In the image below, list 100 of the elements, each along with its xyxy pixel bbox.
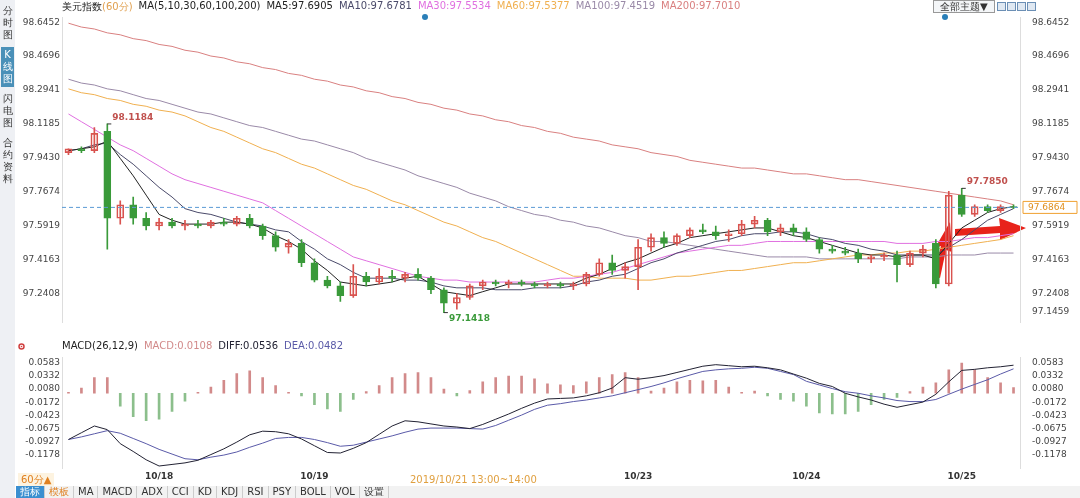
bar [986, 377, 989, 394]
y-tick-label: 97.5919 [22, 219, 61, 230]
y-tick-label: 98.6452 [22, 16, 60, 27]
bar [572, 385, 575, 394]
text: MA5:97.6905 [266, 0, 333, 13]
text: MACD:0.0108 [143, 340, 213, 351]
chart-title: MACD(26,12,9) [62, 340, 138, 351]
bar [779, 392, 782, 400]
bar [326, 392, 329, 410]
y-tick-label: 97.4163 [22, 253, 60, 264]
bar [364, 391, 368, 394]
y-tick-label: -0.1178 [25, 448, 61, 459]
text: K线图 [1, 47, 14, 87]
bar [766, 392, 769, 397]
y2-tick-label: 98.6452 [1032, 16, 1070, 27]
bar [973, 369, 977, 394]
bar [274, 385, 277, 394]
bar [610, 374, 614, 394]
text: 闪电图 [1, 92, 14, 130]
annotation: 97.1418 [448, 313, 490, 324]
y-tick-label: 98.2941 [22, 84, 60, 95]
x-tick-label: 10/24 [792, 471, 821, 482]
bar [584, 381, 588, 394]
bar [1012, 387, 1015, 394]
legend-title: MA(5,10,30,60,100,200) [138, 0, 261, 13]
x-tick-label: 10/19 [300, 471, 329, 482]
y2-tick-label: -0.0423 [1032, 409, 1067, 420]
text: KDJ [217, 486, 244, 498]
bar [222, 379, 226, 394]
bar [843, 392, 847, 415]
bar [235, 373, 239, 394]
bar [377, 385, 381, 394]
text: MA200:97.7010 [661, 0, 741, 13]
text: MA [74, 486, 99, 498]
bar [546, 383, 549, 394]
y-tick-label: 98.1185 [22, 118, 60, 129]
bar [727, 386, 731, 394]
bar [908, 391, 912, 394]
y-tick-label: 97.2408 [22, 287, 61, 298]
text: DEA:0.0482 [284, 340, 344, 351]
chart-subtitle: (60分) [102, 1, 133, 12]
y-tick-label: -0.0423 [25, 409, 60, 420]
annotation: 98.1184 [112, 111, 154, 122]
text: MA10:97.6781 [338, 0, 412, 13]
text: CCI [167, 486, 194, 498]
bar [248, 370, 252, 394]
y-tick-label: -0.0172 [25, 396, 60, 407]
text: 模板 [45, 486, 74, 498]
candlestick [388, 270, 396, 283]
y2-tick-label: 0.0332 [1032, 370, 1064, 381]
bar [313, 392, 316, 406]
bar [261, 377, 264, 394]
text: MA100:97.4519 [575, 0, 656, 13]
y2-tick-label: 98.4696 [1032, 50, 1070, 61]
y2-tick-label: -0.0927 [1032, 435, 1067, 446]
y2-tick-label: 97.5919 [1032, 219, 1070, 230]
bar [80, 387, 83, 394]
x-tick-label: 10/18 [144, 471, 174, 482]
text: 设置 [359, 486, 389, 498]
ref-line-label: 97.6864 [1028, 201, 1066, 212]
y-tick-label: 0.0583 [28, 357, 60, 368]
bar [339, 392, 342, 412]
y2-tick-label: 0.0583 [1032, 357, 1064, 368]
text: ADX [137, 486, 168, 498]
y2-tick-label: -0.0675 [1032, 422, 1067, 433]
y2-tick-label: 98.2941 [1032, 84, 1070, 95]
bar [818, 392, 821, 414]
x-tick-label: 10/25 [947, 471, 976, 482]
text: MA60:97.5377 [496, 0, 570, 13]
y-tick-label: 98.4696 [22, 50, 61, 61]
bar [93, 377, 96, 394]
bar [507, 375, 510, 394]
text: 60分▲ [18, 473, 55, 487]
bar [300, 392, 303, 397]
y-tick-label: -0.0675 [25, 422, 60, 433]
y2-tick-label: 97.9430 [1032, 152, 1070, 163]
y2-tick-label: 97.4163 [1032, 253, 1070, 264]
y2-tick-label: 97.1459 [1032, 306, 1070, 317]
bar [701, 380, 705, 394]
bar [468, 390, 472, 394]
text: DIFF:0.0536 [218, 340, 279, 351]
bar [105, 377, 109, 394]
text: BOLL [296, 486, 331, 498]
y2-tick-label: 0.0080 [1032, 383, 1064, 394]
y2-tick-label: -0.0172 [1032, 396, 1067, 407]
y-tick-label: -0.0927 [25, 435, 60, 446]
bar [131, 392, 135, 417]
bar [830, 392, 834, 415]
bar [805, 392, 808, 407]
y2-tick-label: 97.7674 [1032, 186, 1070, 197]
bar [597, 377, 601, 394]
y-tick-label: 97.9430 [22, 152, 61, 163]
bar [494, 377, 498, 394]
bar [753, 390, 756, 394]
text: MA30:97.5534 [417, 0, 491, 13]
bar [714, 379, 718, 394]
bar [118, 392, 122, 407]
bar [559, 384, 562, 394]
y2-tick-label: 98.1185 [1032, 118, 1070, 129]
text: 分时图 [1, 4, 14, 42]
